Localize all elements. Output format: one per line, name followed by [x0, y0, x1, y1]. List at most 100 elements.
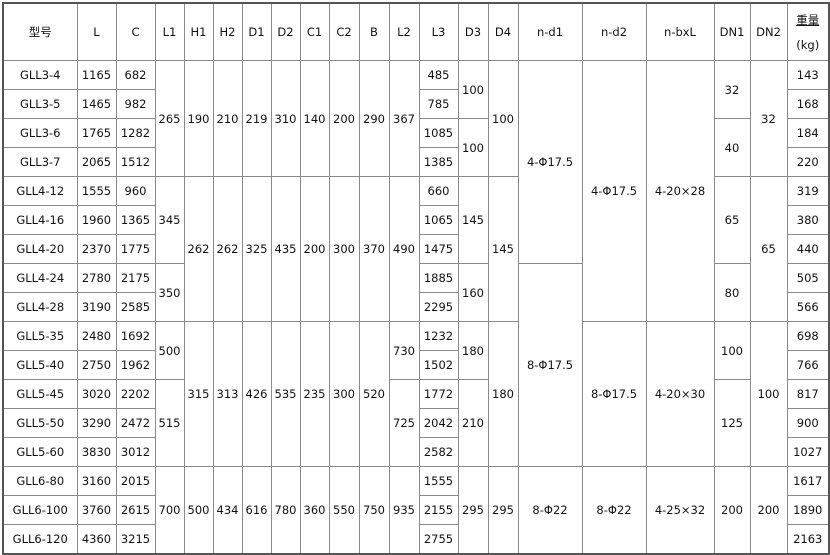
cell-C: 682	[115, 60, 156, 90]
cell-model: GLL5-45	[2, 379, 78, 409]
cell-C: 2585	[115, 292, 156, 322]
table-row: GLL5-50 3290 2472 2042 900	[2, 408, 830, 438]
cell-C: 3215	[115, 524, 156, 555]
column-header-D3: D3	[457, 2, 489, 61]
cell-L2: 367	[388, 60, 420, 177]
column-header-DN2: DN2	[749, 2, 788, 61]
cell-C: 1282	[115, 118, 156, 148]
cell-L3: 1232	[418, 321, 459, 351]
cell-C: 960	[115, 176, 156, 206]
cell-C: 2015	[115, 466, 156, 496]
cell-L3: 1772	[418, 379, 459, 409]
cell-C: 2175	[115, 263, 156, 293]
cell-L: 1555	[76, 176, 117, 206]
cell-weight: 319	[786, 176, 830, 206]
cell-weight: 184	[786, 118, 830, 148]
cell-L2: 935	[388, 466, 420, 555]
cell-model: GLL5-40	[2, 350, 78, 380]
cell-C: 3012	[115, 437, 156, 467]
cell-weight: 2163	[786, 524, 830, 555]
cell-model: GLL3-4	[2, 60, 78, 90]
cell-H2: 434	[212, 466, 243, 555]
cell-weight: 566	[786, 292, 830, 322]
cell-L: 2370	[76, 234, 117, 264]
table-row: GLL4-12 1555 960 345 262 262 325 435 200 300 370 49…	[2, 176, 830, 322]
cell-L3: 660	[418, 176, 459, 206]
column-header-D1: D1	[241, 2, 272, 61]
column-header-D4: D4	[487, 2, 519, 61]
table-row: GLL5-40 2750 1962 1502 766	[2, 350, 830, 380]
cell-C: 2472	[115, 408, 156, 438]
cell-H2: 210	[212, 60, 243, 177]
column-header-B: B	[358, 2, 390, 61]
table-row: GLL5-60 3830 3012 2582 1027	[2, 437, 830, 467]
cell-weight: 900	[786, 408, 830, 438]
cell-C1: 200	[299, 176, 330, 322]
cell-D4: 295	[487, 466, 519, 555]
cell-C2: 550	[328, 466, 360, 555]
cell-B: 370	[358, 176, 390, 322]
cell-L: 2780	[76, 263, 117, 293]
column-header-nd2: n-d2	[581, 2, 647, 61]
cell-H1: 190	[183, 60, 214, 177]
cell-L3: 2755	[418, 524, 459, 555]
cell-D2: 310	[270, 60, 301, 177]
cell-DN1: 125	[713, 379, 751, 467]
cell-L1: 700	[154, 466, 185, 555]
cell-L: 3190	[76, 292, 117, 322]
cell-model: GLL4-12	[2, 176, 78, 206]
cell-D1: 325	[241, 176, 272, 322]
cell-model: GLL3-6	[2, 118, 78, 148]
table-row: GLL3-6 1765 1282 1085 100 40 184	[2, 118, 830, 177]
cell-L1: 500	[154, 321, 185, 380]
cell-D4: 180	[487, 321, 519, 467]
cell-nd2: 4-Φ17.5	[581, 60, 647, 322]
cell-DN1: 200	[713, 466, 751, 555]
cell-C: 1512	[115, 147, 156, 177]
cell-model: GLL4-16	[2, 205, 78, 235]
cell-C: 2615	[115, 495, 156, 525]
cell-B: 290	[358, 60, 390, 177]
cell-nd1: 4-Φ17.5	[517, 60, 583, 264]
cell-nd1: 8-Φ22	[517, 466, 583, 555]
cell-D1: 426	[241, 321, 272, 467]
cell-L: 1960	[76, 205, 117, 235]
table-row: GLL5-45 3020 2202 515 725 1772 210 125 817	[2, 379, 830, 467]
cell-DN2: 200	[749, 466, 788, 555]
cell-L: 1465	[76, 89, 117, 119]
cell-D2: 535	[270, 321, 301, 467]
column-header-L: L	[76, 2, 117, 61]
cell-B: 750	[358, 466, 390, 555]
cell-DN2: 32	[749, 60, 788, 177]
column-header-label: 重量	[796, 13, 820, 27]
cell-weight: 143	[786, 60, 830, 90]
table-row: GLL6-80 3160 2015 700 500 434 616 780 360 550 750 9…	[2, 466, 830, 555]
cell-L2: 490	[388, 176, 420, 322]
cell-L3: 2042	[418, 408, 459, 438]
cell-D2: 435	[270, 176, 301, 322]
cell-weight: 766	[786, 350, 830, 380]
cell-C: 1365	[115, 205, 156, 235]
column-header-C: C	[115, 2, 156, 61]
table-row: GLL3-4 1165 682 265 190 210 219 310 140 200 290 367…	[2, 60, 830, 322]
cell-L: 4360	[76, 524, 117, 555]
column-header-H1: H1	[183, 2, 214, 61]
cell-model: GLL3-7	[2, 147, 78, 177]
cell-L1: 350	[154, 263, 185, 322]
cell-L: 2065	[76, 147, 117, 177]
cell-C: 1775	[115, 234, 156, 264]
cell-C2: 200	[328, 60, 360, 177]
cell-model: GLL4-24	[2, 263, 78, 293]
cell-L: 3160	[76, 466, 117, 496]
cell-nbxL: 4-25×32	[645, 466, 715, 555]
cell-L3: 1555	[418, 466, 459, 496]
cell-L1: 265	[154, 60, 185, 177]
cell-L: 1765	[76, 118, 117, 148]
cell-D3: 145	[457, 176, 489, 264]
cell-C1: 235	[299, 321, 330, 467]
cell-nbxL: 4-20×28	[645, 60, 715, 322]
cell-model: GLL4-20	[2, 234, 78, 264]
table-row: GLL4-24 2780 2175 350 1885 160 8-Φ17.5 80 505	[2, 263, 830, 467]
cell-L3: 2295	[418, 292, 459, 322]
